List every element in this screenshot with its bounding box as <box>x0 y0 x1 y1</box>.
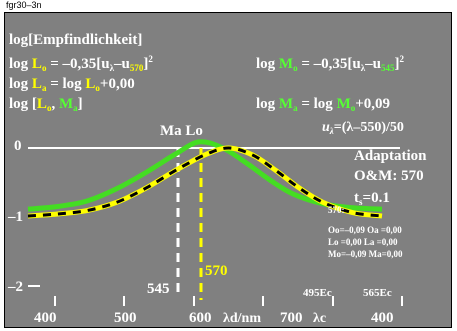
ytick-label-minus2: –2 <box>7 279 23 295</box>
ec-565-label: 565Ec <box>363 287 392 299</box>
xtick-label-400: 400 <box>34 310 57 326</box>
formula-y-label: log [Lo, Ma] <box>9 96 83 113</box>
stat-line-1: Oo=–0,09 Oa =0,00 <box>328 225 402 235</box>
formula-la: log La = log Lo+0,00 <box>9 76 135 93</box>
formula-mo: log Mo = –0,35[uλ–u545]2 <box>256 54 405 73</box>
chart-title: log[Empfindlichkeit] <box>9 32 142 48</box>
ts-label: ts=0.1 <box>354 190 390 207</box>
series-mo-curve <box>27 139 383 212</box>
marker-545-label: 545 <box>147 281 170 297</box>
om-label: O&M: 570 <box>354 168 424 184</box>
xlabel-unit: λd/nm <box>223 311 261 326</box>
u-definition: uλ=(λ–550)/50 <box>322 120 404 136</box>
stat-line-2: Lo =0,00 La =0,00 <box>328 237 398 247</box>
figure-frame <box>4 12 452 328</box>
xlabel-lc: λc <box>313 311 326 326</box>
peak-label: Ma Lo <box>160 123 203 139</box>
ytick-label-minus1: –1 <box>7 209 23 225</box>
xtick-label-400b: 400 <box>371 310 394 326</box>
small-570-label: 570: <box>328 205 345 215</box>
adaptation-label: Adaptation <box>354 148 427 164</box>
marker-570-label: 570 <box>205 263 228 279</box>
stat-line-3: Mo=–0,09 Ma=0,00 <box>328 249 403 259</box>
xtick-label-600: 600 <box>189 310 212 326</box>
xtick-label-700: 700 <box>280 310 303 326</box>
formula-lo: log Lo = –0,35[uλ–u570]2 <box>9 54 153 73</box>
xtick-label-500: 500 <box>114 310 137 326</box>
ec-495-label: 495Ec <box>303 287 332 299</box>
ytick-label-0: 0 <box>14 138 22 154</box>
series-black-dashed <box>27 146 383 218</box>
header-code: fgr30–3n <box>6 0 42 10</box>
formula-ma: log Ma = log Mo+0,09 <box>256 96 390 113</box>
